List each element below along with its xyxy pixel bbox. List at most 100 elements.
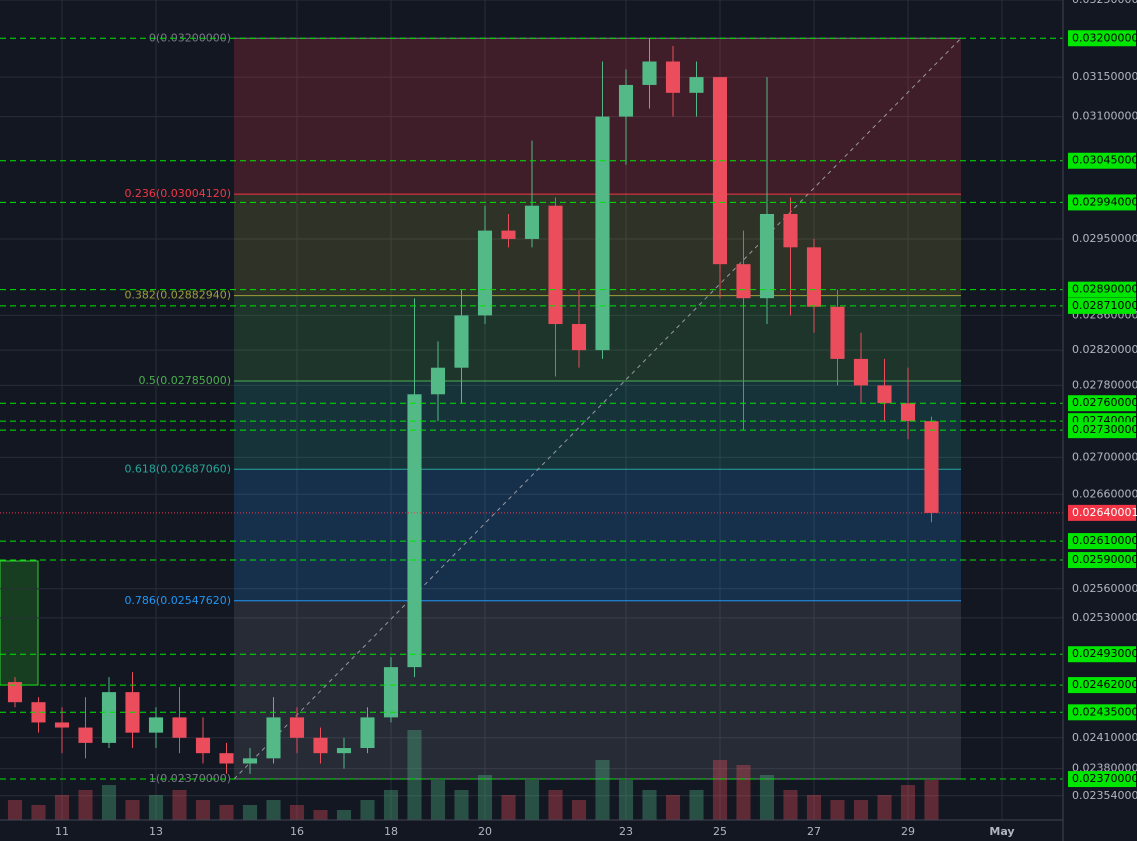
level-label: 0.02890000 (1072, 283, 1137, 296)
level-label: 0.02760000 (1072, 396, 1137, 409)
level-label: 0.02730000 (1072, 423, 1137, 436)
candle-body (618, 84, 634, 117)
level-label-box (1068, 771, 1136, 788)
level-label: 0.02590000 (1072, 553, 1137, 566)
fib-level-label: 1(0.02370000) (149, 772, 231, 785)
volume-bar (383, 790, 399, 820)
candle-body (759, 213, 775, 299)
level-label-box (1068, 194, 1136, 211)
volume-bar (172, 790, 187, 820)
candle-body (736, 264, 751, 299)
fib-band (234, 600, 961, 780)
candle-body (900, 403, 916, 422)
candle-body (665, 61, 681, 93)
y-tick-label: 0.02820000 (1072, 343, 1137, 356)
level-label-box (1068, 704, 1136, 721)
candle-body (642, 61, 657, 85)
volume-bar (830, 800, 845, 820)
level-label-box (1068, 281, 1136, 298)
level-label-box (1068, 646, 1136, 663)
level-label: 0.02994000 (1072, 195, 1137, 208)
y-tick-label: 0.02410000 (1072, 731, 1137, 744)
candle-body (54, 722, 70, 728)
candle-body (289, 717, 305, 738)
volume-bar (595, 760, 610, 820)
candle-body (689, 77, 704, 93)
candle-body (195, 737, 211, 754)
volume-bar (665, 795, 681, 820)
candle-body (383, 667, 399, 718)
candle-body (172, 717, 187, 738)
level-label: 0.03200000 (1072, 31, 1137, 44)
volume-bar (313, 810, 328, 820)
level-label: 0.02871000 (1072, 299, 1137, 312)
volume-bar (360, 800, 375, 820)
volume-bar (7, 800, 23, 820)
volume-bar (31, 805, 46, 820)
volume-bar (407, 730, 422, 820)
level-label-box (1068, 152, 1136, 169)
x-tick-label: 16 (290, 825, 304, 838)
x-tick-label: 27 (807, 825, 821, 838)
drawn-rectangle (0, 560, 39, 686)
candle-body (712, 77, 728, 265)
x-tick-label: May (989, 825, 1014, 838)
candle-body (31, 702, 46, 723)
candle-body (336, 748, 352, 754)
volume-bar (877, 795, 892, 820)
volume-bar (642, 790, 657, 820)
fib-level-label: 0.786(0.02547620) (124, 594, 231, 607)
candle-body (313, 737, 328, 754)
volume-bar (266, 800, 281, 820)
y-tick-label: 0.02780000 (1072, 378, 1137, 391)
candle-body (266, 717, 281, 759)
volume-bar (524, 780, 540, 820)
volume-bar (853, 800, 869, 820)
level-label: 0.02435000 (1072, 705, 1137, 718)
x-tick-label: 11 (55, 825, 69, 838)
volume-bar (783, 790, 798, 820)
level-label: 0.02493000 (1072, 647, 1137, 660)
fib-level-label: 0.382(0.02882940) (124, 289, 231, 302)
volume-bar (219, 805, 234, 820)
volume-bar (689, 790, 704, 820)
x-tick-label: 25 (713, 825, 727, 838)
candle-body (830, 306, 845, 359)
candle-body (242, 758, 258, 764)
last-price-label: 0.02640001 (1072, 506, 1137, 519)
volume-bar (806, 795, 822, 820)
level-label: 0.03045000 (1072, 154, 1137, 167)
y-tick-label: 0.03150000 (1072, 70, 1137, 83)
volume-bar (736, 765, 751, 820)
level-label-box (1068, 552, 1136, 569)
fib-level-label: 0(0.03200000) (149, 31, 231, 44)
candle-body (360, 717, 375, 749)
candle-body (783, 213, 798, 248)
volume-bar (759, 775, 775, 820)
y-tick-label: 0.02354000 (1072, 789, 1137, 802)
level-label-box (1068, 395, 1136, 412)
candle-body (477, 230, 493, 316)
level-label-box (1068, 422, 1136, 439)
volume-bar (101, 785, 117, 820)
fib-level-label: 0.618(0.02687060) (124, 462, 231, 475)
fib-band (234, 469, 961, 601)
volume-bar (242, 805, 258, 820)
y-tick-label: 0.02660000 (1072, 487, 1137, 500)
volume-bar (148, 795, 164, 820)
fib-level-label: 0.5(0.02785000) (138, 374, 231, 387)
candle-body (219, 753, 234, 764)
volume-bar (125, 800, 140, 820)
candle-body (148, 717, 164, 733)
candle-body (407, 394, 422, 668)
fib-trend-line (233, 37, 962, 780)
candle-body (454, 315, 469, 368)
x-tick-label: 29 (901, 825, 915, 838)
volume-bar (548, 790, 563, 820)
candle-body (548, 205, 563, 325)
x-tick-label: 18 (384, 825, 398, 838)
x-tick-label: 23 (619, 825, 633, 838)
volume-bar (712, 760, 728, 820)
volume-bar (78, 790, 93, 820)
